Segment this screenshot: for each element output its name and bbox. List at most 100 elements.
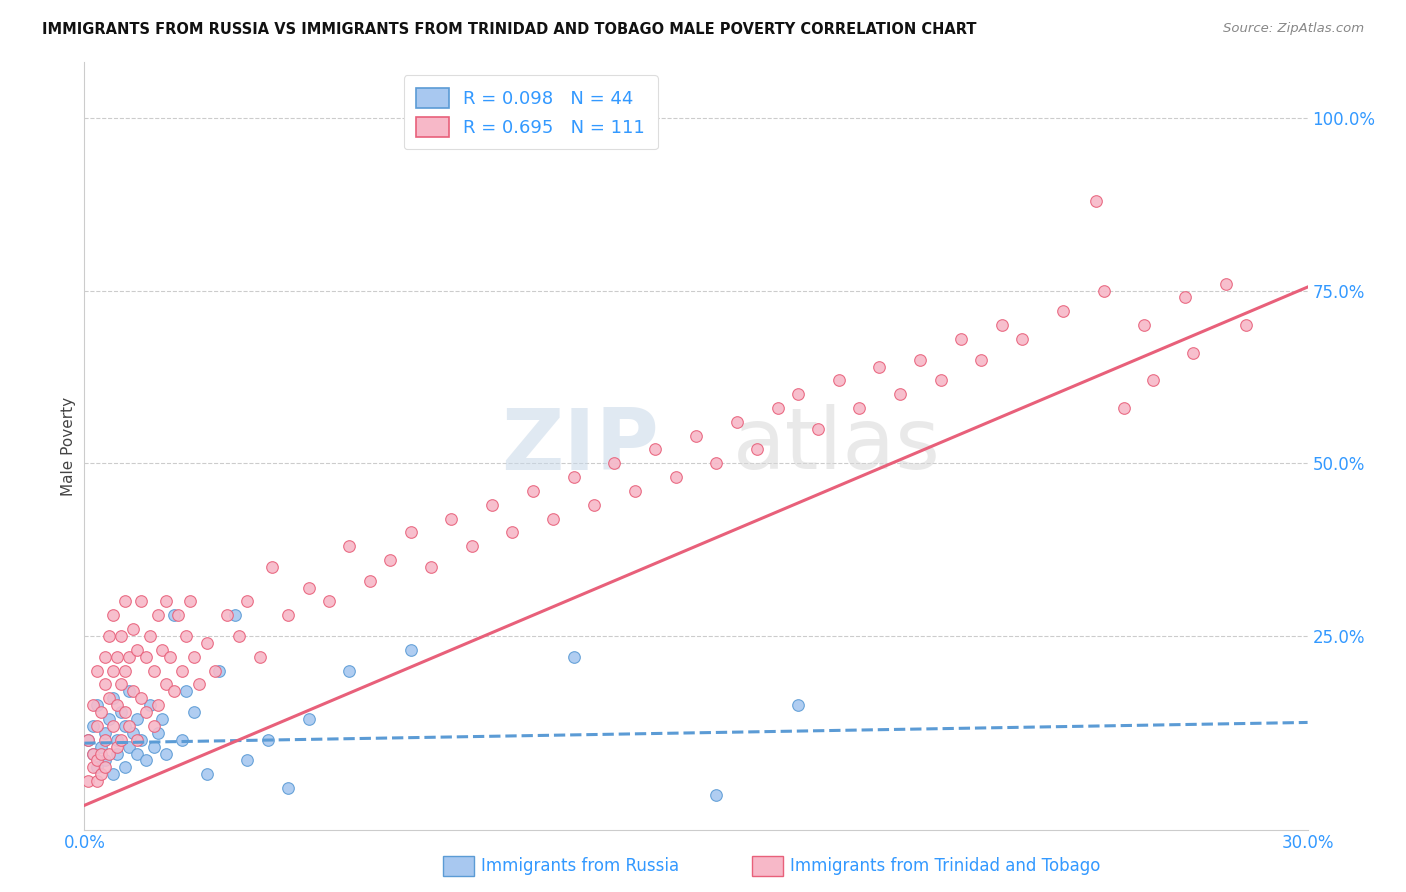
Point — [101, 767, 124, 781]
Point — [135, 754, 157, 768]
Point — [624, 483, 647, 498]
Point — [236, 594, 259, 608]
Point — [127, 643, 149, 657]
Point — [114, 719, 136, 733]
Point — [86, 760, 108, 774]
Point — [174, 684, 197, 698]
Point — [118, 739, 141, 754]
Point — [706, 788, 728, 802]
Point — [562, 470, 585, 484]
Point — [420, 560, 443, 574]
Point — [77, 732, 100, 747]
Point — [82, 747, 104, 761]
Point — [1114, 401, 1136, 415]
Point — [110, 629, 132, 643]
Point — [90, 767, 112, 781]
Point — [86, 664, 108, 678]
Point — [82, 747, 104, 761]
Point — [440, 511, 463, 525]
Point — [869, 359, 891, 374]
Point — [146, 726, 169, 740]
Point — [114, 760, 136, 774]
Point — [131, 594, 153, 608]
Point — [150, 712, 173, 726]
Point — [217, 608, 239, 623]
Point — [1142, 373, 1164, 387]
Point — [93, 754, 115, 768]
Point — [603, 456, 626, 470]
Point — [118, 684, 141, 698]
Point — [562, 649, 585, 664]
Point — [118, 719, 141, 733]
Point — [114, 594, 136, 608]
Point — [77, 774, 100, 789]
Point — [172, 664, 194, 678]
Legend: R = 0.098   N = 44, R = 0.695   N = 111: R = 0.098 N = 44, R = 0.695 N = 111 — [404, 75, 658, 149]
Point — [122, 622, 145, 636]
Point — [90, 705, 112, 719]
Point — [929, 373, 952, 387]
Point — [97, 712, 120, 726]
Point — [82, 719, 104, 733]
Point — [1236, 318, 1258, 332]
Point — [86, 774, 108, 789]
Point — [167, 608, 190, 623]
Point — [339, 664, 361, 678]
Point — [105, 649, 128, 664]
Point — [172, 732, 194, 747]
Point — [142, 739, 165, 754]
Point — [399, 643, 422, 657]
Point — [543, 511, 565, 525]
Point — [131, 691, 153, 706]
Point — [146, 698, 169, 713]
Point — [183, 649, 205, 664]
Point — [138, 698, 160, 713]
Point — [105, 739, 128, 754]
Point — [522, 483, 544, 498]
Point — [583, 498, 606, 512]
Point — [224, 608, 246, 623]
Point — [277, 608, 299, 623]
Point — [179, 594, 201, 608]
Point — [970, 352, 993, 367]
Point — [1215, 277, 1237, 291]
Point — [82, 760, 104, 774]
Point — [706, 456, 728, 470]
Point — [127, 712, 149, 726]
Point — [1182, 345, 1205, 359]
Point — [183, 705, 205, 719]
Point — [787, 387, 810, 401]
Point — [174, 629, 197, 643]
Point — [82, 698, 104, 713]
Text: Immigrants from Russia: Immigrants from Russia — [481, 857, 679, 875]
Point — [122, 684, 145, 698]
Point — [910, 352, 932, 367]
Text: Source: ZipAtlas.com: Source: ZipAtlas.com — [1223, 22, 1364, 36]
Point — [101, 608, 124, 623]
Point — [1084, 194, 1107, 208]
Point — [97, 747, 120, 761]
Point — [298, 581, 321, 595]
Point — [142, 664, 165, 678]
Point — [122, 726, 145, 740]
Point — [725, 415, 748, 429]
Point — [195, 767, 218, 781]
Point — [118, 649, 141, 664]
Point — [101, 719, 124, 733]
Point — [236, 754, 259, 768]
Point — [665, 470, 688, 484]
Point — [991, 318, 1014, 332]
Point — [127, 732, 149, 747]
Point — [155, 747, 177, 761]
Point — [135, 705, 157, 719]
Point — [208, 664, 231, 678]
Point — [101, 691, 124, 706]
Point — [93, 726, 115, 740]
Point — [93, 649, 115, 664]
Text: Immigrants from Trinidad and Tobago: Immigrants from Trinidad and Tobago — [790, 857, 1101, 875]
Point — [848, 401, 870, 415]
Point — [97, 629, 120, 643]
Point — [146, 608, 169, 623]
Point — [93, 760, 115, 774]
Point — [114, 664, 136, 678]
